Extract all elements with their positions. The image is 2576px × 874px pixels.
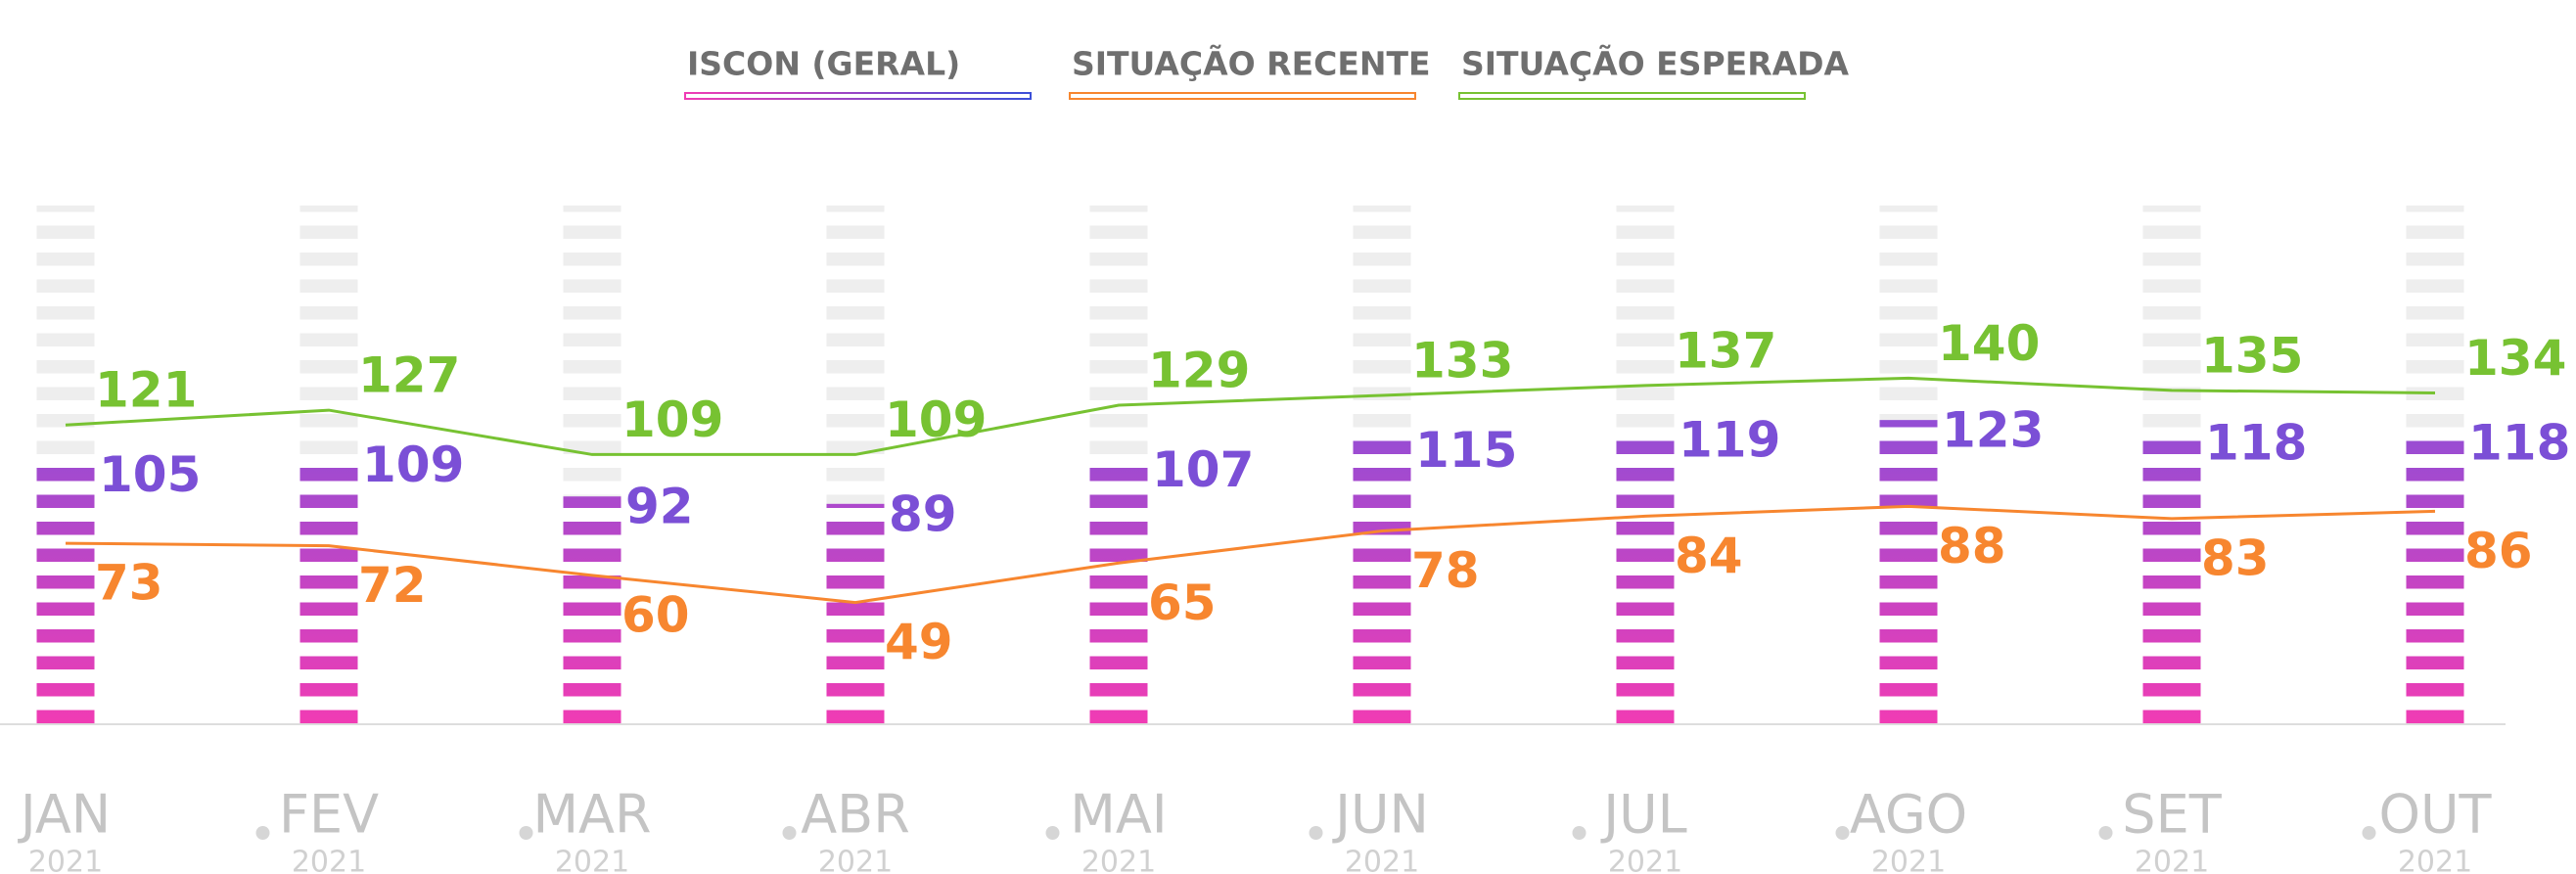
- data-label: 133: [1411, 332, 1513, 389]
- x-year-label: 2021: [1345, 846, 1419, 874]
- x-separator-dot: [1835, 826, 1850, 840]
- x-separator-dot: [1572, 826, 1587, 840]
- x-tick-label: AGO: [1850, 784, 1967, 846]
- data-label: 88: [1938, 518, 2006, 575]
- x-tick-label: OUT: [2378, 784, 2492, 846]
- data-label: 92: [625, 479, 694, 535]
- x-separator-dot: [1045, 826, 1060, 840]
- line: [65, 376, 2436, 456]
- legend-underline: [1069, 92, 1416, 100]
- x-tick-label: FEV: [279, 784, 379, 846]
- legend-label: SITUAÇÃO ESPERADA: [1461, 44, 1850, 83]
- data-label: 105: [99, 446, 201, 503]
- bar: [826, 503, 885, 723]
- x-tick-label: MAR: [532, 784, 651, 846]
- x-tick-label: JAN: [18, 784, 111, 846]
- x-year-label: 2021: [28, 846, 103, 874]
- data-label: 60: [621, 586, 690, 643]
- data-label: 123: [1942, 402, 2044, 459]
- data-label: 134: [2464, 330, 2566, 387]
- data-label: 65: [1148, 575, 1217, 631]
- data-label: 140: [1938, 315, 2040, 372]
- bar: [2142, 432, 2201, 723]
- bar: [36, 464, 95, 723]
- data-label: 89: [889, 485, 957, 542]
- data-label: 109: [362, 437, 464, 493]
- data-label: 107: [1152, 441, 1254, 498]
- data-label: 118: [2205, 414, 2307, 471]
- data-label: 129: [1148, 343, 1250, 399]
- bar: [563, 496, 621, 723]
- bar: [1879, 420, 1938, 723]
- data-label: 86: [2464, 523, 2533, 579]
- data-label: 121: [95, 362, 197, 419]
- bar: [1089, 459, 1148, 723]
- x-tick-label: ABR: [801, 784, 910, 846]
- x-year-label: 2021: [1081, 846, 1156, 874]
- x-tick-label: JUN: [1332, 784, 1429, 846]
- bar: [299, 454, 358, 723]
- data-label: 73: [95, 555, 163, 612]
- x-year-label: 2021: [818, 846, 893, 874]
- x-year-label: 2021: [2135, 846, 2209, 874]
- data-label: 119: [1679, 412, 1780, 469]
- data-label: 72: [358, 557, 427, 614]
- x-separator-dot: [519, 826, 533, 840]
- data-label: 109: [885, 391, 987, 448]
- x-tick-label: JUL: [1600, 784, 1687, 846]
- data-label: 83: [2201, 529, 2270, 586]
- data-label: 118: [2468, 414, 2570, 471]
- line: [65, 504, 2436, 605]
- bar: [2406, 432, 2464, 723]
- data-label: 137: [1675, 322, 1776, 379]
- x-separator-dot: [782, 826, 797, 840]
- x-separator-dot: [255, 826, 270, 840]
- x-tick-label: SET: [2122, 784, 2222, 846]
- legend-underline: [684, 92, 1032, 100]
- data-label: 49: [885, 614, 953, 670]
- x-year-label: 2021: [1608, 846, 1682, 874]
- x-year-label: 2021: [555, 846, 629, 874]
- x-year-label: 2021: [1871, 846, 1946, 874]
- data-label: 115: [1415, 422, 1517, 479]
- data-label: 109: [621, 391, 723, 448]
- x-separator-dot: [2098, 826, 2113, 840]
- legend-label: SITUAÇÃO RECENTE: [1072, 44, 1431, 83]
- x-separator-dot: [2362, 826, 2376, 840]
- x-separator-dot: [1309, 826, 1323, 840]
- x-tick-label: MAI: [1070, 784, 1167, 846]
- bar: [1353, 439, 1411, 723]
- bar: [1616, 430, 1675, 723]
- x-year-label: 2021: [292, 846, 366, 874]
- x-year-label: 2021: [2398, 846, 2472, 874]
- data-label: 78: [1411, 542, 1480, 599]
- data-label: 127: [358, 347, 460, 404]
- legend-underline: [1458, 92, 1806, 100]
- legend-label: ISCON (GERAL): [687, 45, 960, 83]
- data-label: 135: [2201, 327, 2303, 384]
- data-label: 84: [1675, 528, 1743, 584]
